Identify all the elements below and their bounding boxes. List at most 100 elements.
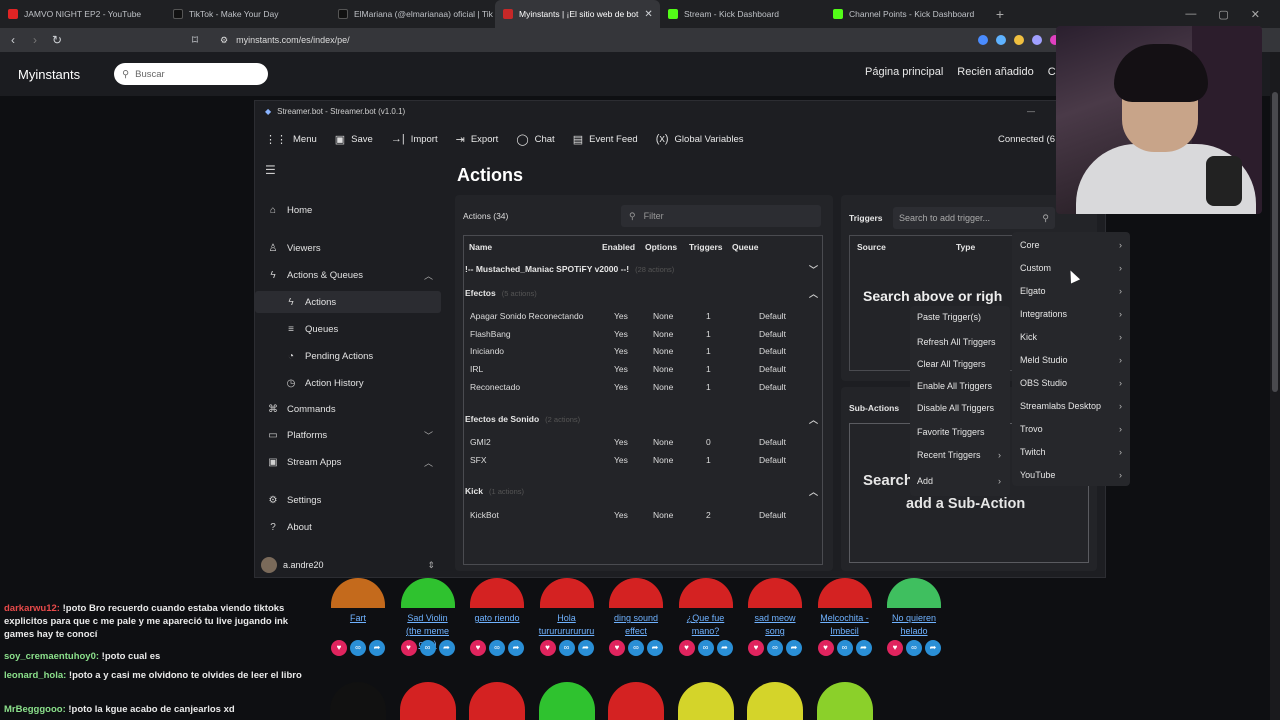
chevron-up-icon[interactable]: ︿ bbox=[808, 414, 818, 425]
connection-status[interactable]: Connected (6 bbox=[997, 133, 1055, 145]
share-icon[interactable]: ➦ bbox=[786, 640, 802, 656]
global-variables-button[interactable]: (x) Global Variables bbox=[656, 133, 744, 145]
sound-play-button[interactable] bbox=[748, 578, 802, 608]
browser-tab-active[interactable]: Myinstants | ¡El sitio web de bot ✕ bbox=[495, 0, 660, 28]
menu-item-paste-triggers[interactable]: Paste Trigger(s) bbox=[917, 312, 1007, 322]
browser-tab[interactable]: ElMariana (@elmarianaa) oficial | Tik bbox=[330, 0, 495, 28]
sound-button[interactable]: Hola tururururururu ♥ ∞ ➦ bbox=[539, 578, 595, 656]
extension-icon[interactable] bbox=[1032, 35, 1042, 45]
sound-label[interactable]: Fart bbox=[349, 613, 366, 623]
action-group[interactable]: !-- Mustached_Maniac SPOTiFY v2000 --! (2… bbox=[464, 260, 822, 278]
extension-icon[interactable] bbox=[978, 35, 988, 45]
table-row[interactable]: KickBot Yes None 2 Default bbox=[464, 507, 822, 524]
sidebar-item-about[interactable]: ? About bbox=[255, 516, 441, 538]
table-row[interactable]: FlashBang Yes None 1 Default bbox=[464, 326, 822, 343]
sound-button[interactable]: ¿Que fue mano? ♥ ∞ ➦ bbox=[678, 578, 734, 656]
menu-item-disable-all[interactable]: Disable All Triggers bbox=[917, 403, 1007, 413]
menu-item-recent-triggers[interactable]: Recent Triggers › bbox=[917, 450, 1007, 460]
browser-tab[interactable]: Stream - Kick Dashboard bbox=[660, 0, 825, 28]
extension-icon[interactable] bbox=[1014, 35, 1024, 45]
import-button[interactable]: →| Import bbox=[391, 133, 438, 145]
heart-icon[interactable]: ♥ bbox=[609, 640, 625, 656]
link-icon[interactable]: ∞ bbox=[350, 640, 366, 656]
sound-play-button[interactable] bbox=[747, 682, 803, 720]
close-window-icon[interactable]: ✕ bbox=[1250, 8, 1260, 21]
browser-tab[interactable]: Channel Points - Kick Dashboard bbox=[825, 0, 990, 28]
sidebar-item-pending-actions[interactable]: ◔ Pending Actions bbox=[255, 345, 441, 367]
sound-play-button[interactable] bbox=[470, 578, 524, 608]
submenu-item-streamlabs[interactable]: Streamlabs Desktop › bbox=[1020, 401, 1130, 411]
column-header[interactable]: Options bbox=[645, 242, 678, 252]
heart-icon[interactable]: ♥ bbox=[817, 640, 834, 656]
table-row[interactable]: Iniciando Yes None 1 Default bbox=[464, 343, 822, 360]
sidebar-item-action-history[interactable]: ◷ Action History bbox=[255, 372, 441, 394]
close-tab-icon[interactable]: ✕ bbox=[644, 8, 653, 20]
sidebar-item-stream-apps[interactable]: ▣ Stream Apps ︿ bbox=[255, 451, 441, 473]
site-logo[interactable]: Myinstants bbox=[18, 66, 81, 82]
sound-button[interactable]: Fart ♥ ∞ ➦ bbox=[330, 578, 386, 656]
share-icon[interactable]: ➦ bbox=[438, 640, 455, 656]
link-icon[interactable]: ∞ bbox=[906, 640, 922, 656]
submenu-item-youtube[interactable]: YouTube › bbox=[1020, 470, 1130, 480]
submenu-item-kick[interactable]: Kick › bbox=[1020, 332, 1130, 342]
table-row[interactable]: SFX Yes None 1 Default bbox=[464, 452, 822, 469]
minimize-icon[interactable]: — bbox=[1027, 106, 1035, 116]
save-button[interactable]: ▣ Save bbox=[335, 133, 373, 146]
menu-item-enable-all[interactable]: Enable All Triggers bbox=[917, 381, 1007, 391]
share-icon[interactable]: ➦ bbox=[855, 640, 872, 656]
sidebar-item-settings[interactable]: ⚙ Settings bbox=[255, 489, 441, 511]
sidebar-item-actions[interactable]: ϟ Actions bbox=[255, 291, 441, 313]
link-icon[interactable]: ∞ bbox=[767, 640, 783, 656]
column-header[interactable]: Type bbox=[956, 242, 976, 252]
action-group[interactable]: Kick (1 actions) ︿ bbox=[464, 482, 822, 500]
sound-play-button[interactable] bbox=[399, 682, 456, 720]
back-icon[interactable]: ‹ bbox=[11, 33, 15, 47]
column-header[interactable]: Queue bbox=[732, 242, 759, 252]
submenu-item-elgato[interactable]: Elgato › bbox=[1020, 286, 1130, 296]
column-header[interactable]: Enabled bbox=[602, 242, 636, 252]
browser-tab[interactable]: JAMVO NIGHT EP2 - YouTube bbox=[0, 0, 165, 28]
sidebar-item-commands[interactable]: ⌘ Commands bbox=[255, 398, 441, 420]
heart-icon[interactable]: ♥ bbox=[470, 640, 486, 656]
heart-icon[interactable]: ♥ bbox=[748, 640, 764, 656]
sound-play-button[interactable] bbox=[400, 578, 455, 608]
window-titlebar[interactable]: ◆ Streamer.bot - Streamer.bot (v1.0.1) — bbox=[255, 101, 1105, 121]
share-icon[interactable]: ➦ bbox=[716, 640, 733, 656]
table-row[interactable]: Apagar Sonido Reconectando Yes None 1 Defaul… bbox=[464, 308, 822, 325]
share-icon[interactable]: ➦ bbox=[369, 640, 385, 656]
extension-icon[interactable] bbox=[996, 35, 1006, 45]
chevron-up-icon[interactable]: ︿ bbox=[808, 288, 818, 299]
menu-item-refresh-all[interactable]: Refresh All Triggers bbox=[917, 337, 1007, 347]
sidebar-item-queues[interactable]: ≡ Queues bbox=[255, 318, 441, 340]
share-icon[interactable]: ➦ bbox=[647, 640, 663, 656]
chat-button[interactable]: ◯ Chat bbox=[516, 133, 554, 146]
sound-play-button[interactable] bbox=[817, 578, 872, 608]
table-row[interactable]: GMI2 Yes None 0 Default bbox=[464, 434, 822, 451]
sound-button[interactable]: Melcochita - Imbecil ♥ ∞ ➦ bbox=[817, 578, 873, 656]
sound-label[interactable]: Melcochita - Imbecil bbox=[820, 613, 869, 636]
sound-label[interactable]: ¿Que fue mano? bbox=[686, 613, 725, 636]
sound-button[interactable]: gato riendo ♥ ∞ ➦ bbox=[469, 578, 525, 656]
link-icon[interactable]: ∞ bbox=[489, 640, 505, 656]
bookmark-icon[interactable]: ⌑ bbox=[191, 33, 199, 47]
sound-play-button[interactable] bbox=[608, 682, 664, 720]
heart-icon[interactable]: ♥ bbox=[331, 640, 347, 656]
heart-icon[interactable]: ♥ bbox=[678, 640, 695, 656]
sound-label[interactable]: sad meow song bbox=[754, 613, 796, 636]
sound-play-button[interactable] bbox=[539, 578, 594, 608]
site-search-input[interactable]: ⚲ Buscar bbox=[114, 63, 269, 85]
menu-button[interactable]: ⋮⋮ Menu bbox=[265, 133, 317, 146]
sound-play-button[interactable] bbox=[469, 682, 525, 720]
menu-item-clear-all[interactable]: Clear All Triggers bbox=[917, 359, 1007, 369]
submenu-item-obs-studio[interactable]: OBS Studio › bbox=[1020, 378, 1130, 388]
link-icon[interactable]: ∞ bbox=[419, 640, 436, 656]
sidebar-item-home[interactable]: ⌂ Home bbox=[255, 199, 441, 221]
filter-input[interactable]: ⚲ Filter bbox=[621, 205, 821, 227]
column-header[interactable]: Triggers bbox=[689, 242, 723, 252]
forward-icon[interactable]: › bbox=[33, 33, 37, 47]
sound-label[interactable]: gato riendo bbox=[474, 613, 520, 623]
nav-link-recent[interactable]: Recién añadido bbox=[957, 66, 1034, 78]
column-header[interactable]: Source bbox=[857, 242, 886, 252]
share-icon[interactable]: ➦ bbox=[508, 640, 524, 656]
sound-label[interactable]: No quieren helado bbox=[891, 613, 937, 636]
